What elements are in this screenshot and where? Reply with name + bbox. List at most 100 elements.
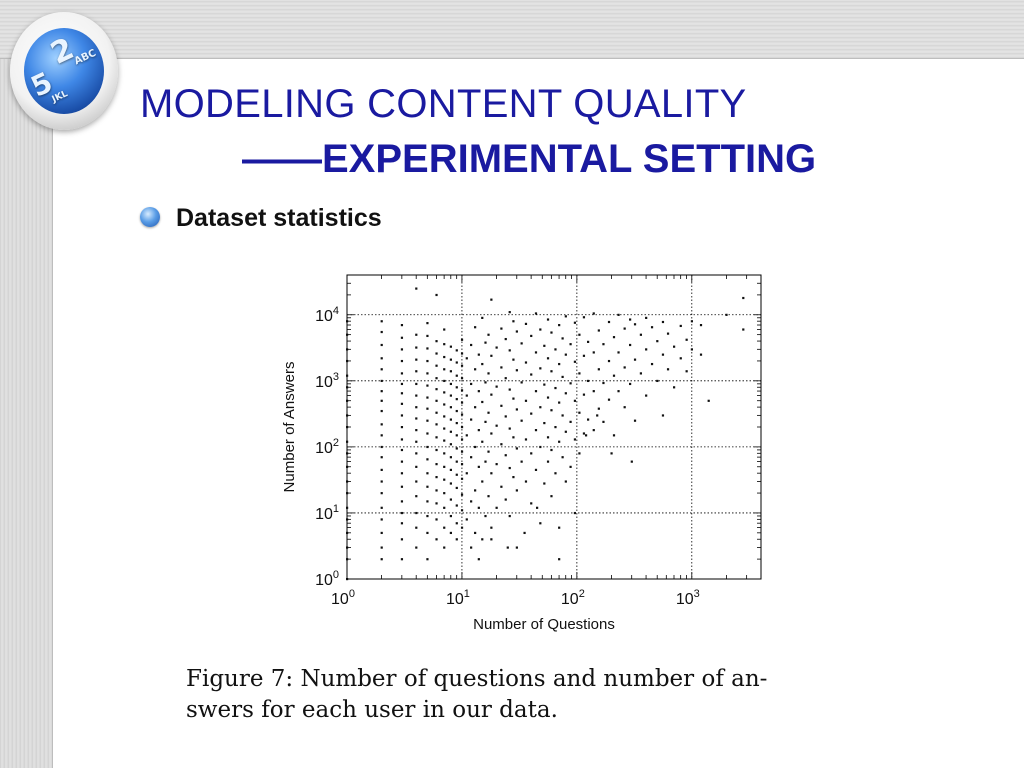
data-point	[508, 349, 511, 352]
data-point	[443, 492, 446, 495]
data-point	[435, 538, 438, 541]
data-point	[490, 432, 493, 435]
y-tick-label: 104	[315, 305, 339, 325]
data-point	[584, 434, 588, 437]
data-point	[346, 374, 349, 377]
data-point	[481, 538, 484, 541]
data-point	[415, 333, 418, 336]
y-tick-label: 103	[315, 371, 339, 391]
data-point	[380, 368, 383, 371]
data-point	[558, 440, 561, 443]
data-point	[474, 406, 477, 409]
data-point	[623, 366, 626, 369]
data-point	[415, 417, 418, 420]
data-point	[573, 360, 577, 363]
data-point	[426, 419, 429, 422]
caption-line-2: swers for each user in our data.	[186, 697, 558, 723]
data-point	[484, 460, 487, 463]
data-point	[656, 340, 659, 343]
data-point	[449, 514, 452, 518]
data-point	[707, 399, 710, 402]
data-point	[524, 480, 528, 483]
y-tick-label: 100	[315, 569, 339, 589]
data-point	[546, 357, 550, 360]
x-tick-label: 100	[331, 588, 355, 608]
data-point	[380, 423, 383, 426]
data-point	[415, 346, 418, 349]
data-point	[449, 482, 452, 485]
data-point	[524, 399, 528, 402]
data-point	[455, 522, 458, 525]
data-point	[435, 388, 438, 391]
data-point	[645, 394, 648, 397]
data-point	[742, 328, 745, 331]
data-point	[443, 465, 446, 468]
data-point	[380, 409, 383, 413]
data-point	[380, 546, 383, 549]
data-point	[561, 337, 564, 340]
data-point	[506, 546, 509, 549]
data-point	[607, 398, 611, 401]
data-point	[400, 348, 404, 351]
data-point	[443, 452, 446, 455]
badge-key-2: 2	[45, 31, 80, 72]
data-point	[426, 485, 429, 488]
data-point	[415, 440, 418, 443]
data-point	[569, 420, 572, 423]
data-point	[573, 399, 577, 402]
data-point	[477, 465, 480, 468]
data-point	[558, 401, 561, 404]
bullet-icon	[140, 207, 160, 227]
data-point	[554, 348, 557, 351]
data-point	[400, 485, 404, 488]
data-point	[481, 480, 484, 483]
data-point	[426, 347, 429, 350]
data-point	[546, 396, 550, 399]
data-point	[490, 538, 493, 541]
data-point	[530, 334, 533, 338]
data-point	[504, 498, 507, 501]
data-point	[546, 436, 550, 439]
data-point	[435, 518, 438, 521]
data-point	[564, 315, 567, 318]
data-point	[460, 438, 464, 441]
data-point	[400, 522, 404, 525]
data-point	[460, 509, 464, 512]
data-point	[484, 514, 487, 518]
data-point	[582, 354, 586, 357]
data-point	[495, 346, 498, 349]
data-point	[512, 436, 515, 439]
keypad-badge-logo: 2 ABC 5 JKL	[10, 12, 118, 130]
data-point	[426, 432, 429, 435]
data-point	[546, 460, 550, 463]
data-point	[629, 343, 632, 347]
data-point	[539, 522, 542, 525]
data-point	[415, 480, 418, 483]
data-point	[524, 438, 528, 441]
data-point	[592, 390, 595, 393]
data-point	[633, 358, 637, 361]
data-point	[400, 382, 404, 386]
data-point	[592, 351, 595, 354]
data-point	[487, 372, 490, 375]
data-point	[415, 526, 418, 529]
data-point	[504, 454, 507, 457]
slide-title: MODELING CONTENT QUALITY	[140, 82, 747, 126]
data-point	[426, 514, 429, 518]
data-point	[569, 465, 572, 468]
data-point	[561, 375, 564, 379]
data-point	[380, 492, 383, 495]
data-point	[465, 518, 468, 521]
data-point	[460, 377, 464, 380]
data-point	[500, 366, 503, 369]
data-point	[534, 351, 538, 354]
data-point	[543, 383, 546, 386]
data-point	[346, 506, 349, 509]
data-point	[400, 460, 404, 463]
data-point	[520, 460, 523, 463]
data-point	[495, 424, 498, 427]
data-point	[465, 472, 468, 475]
data-point	[400, 372, 404, 375]
data-point	[564, 353, 567, 356]
data-point	[455, 409, 458, 413]
